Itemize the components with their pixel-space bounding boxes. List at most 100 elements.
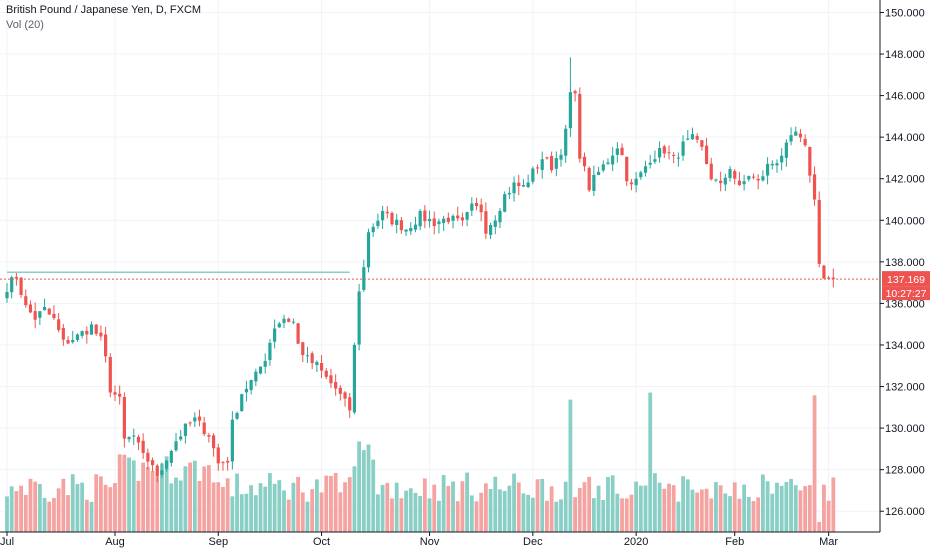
candle-body [437,221,441,225]
volume-bar [620,498,624,532]
candle-body [540,159,544,170]
volume-bar [136,480,141,532]
volume-bar [493,476,498,532]
x-tick-label: Jul [0,536,14,548]
volume-bar [676,501,681,532]
candle-body [61,327,65,340]
candle-body [751,176,756,178]
candle-body [587,167,591,191]
volume-bar [798,490,803,532]
candle-body [282,318,286,323]
candle-body [122,396,126,439]
volume-bar [291,482,296,532]
volume-bar [56,488,61,532]
volume-bar [390,498,394,532]
price-labels: 137.169 10:27:27 [882,271,930,301]
candle-body [334,381,338,389]
x-tick-label: Sep [208,536,228,548]
volume-bar [699,489,704,532]
volume-bar [329,475,333,532]
volume-bar [554,501,559,532]
volume-bar [338,492,343,532]
volume-bar [253,495,258,532]
candle-body [71,340,75,343]
volume-bar [314,479,319,532]
candle-body [19,277,23,295]
candle-body [770,163,774,166]
candle-body [235,412,239,419]
volume-bar [826,500,831,532]
candle-body [794,131,798,136]
candle-body [601,164,605,171]
volume-bar [14,491,19,532]
candle-body [366,232,371,268]
volume-bar [601,499,606,532]
candle-body [733,171,737,179]
candle-body [474,203,479,207]
candle-body [211,435,216,449]
candle-body [118,393,122,397]
volume-bar [596,485,601,532]
candle-body [634,178,638,186]
candle-body [606,162,610,164]
volume-bar [737,498,742,532]
candle-body [639,172,643,178]
volume-bar [122,454,127,532]
volume-bar [760,474,765,532]
candle-body [460,217,465,221]
volume-bar [418,496,423,532]
candle-body [268,342,272,361]
volume-bar [469,495,474,532]
candle-body [165,460,169,469]
candle-body [193,417,197,422]
volume-bar [305,501,310,532]
candle-body [202,422,206,435]
volume-bar [751,501,756,532]
candle-body [150,460,155,466]
volume-bar [178,480,183,532]
volume-bar [347,477,352,532]
volume-bar [99,476,103,532]
candle-body [643,166,648,173]
volume-bar [80,482,85,532]
candle-body [343,392,347,399]
last-price-label: 137.169 [887,274,925,286]
candle-body [803,138,807,146]
volume-bar [709,498,714,532]
candle-body [615,148,619,155]
candle-body [658,148,662,158]
volume-bar [141,462,146,532]
candle-body [47,308,51,315]
candle-body [531,168,535,182]
volume-bar [441,475,446,532]
candle-body [775,163,779,166]
candle-body [719,180,723,184]
candle-body [277,323,281,328]
candle-body [714,179,718,181]
y-tick-label: 134.000 [885,340,925,352]
candle-body [376,220,380,227]
candle-body [761,176,765,181]
candle-body [484,211,488,234]
volume-bar [446,485,451,532]
volume-bar [549,486,554,532]
volume-bar [789,478,793,532]
y-tick-label: 144.000 [885,132,925,144]
volume-bar [192,460,197,532]
candle-body [517,182,521,187]
candle-body [197,416,202,421]
volume-bar [690,489,695,532]
volume-bar [28,478,33,532]
volume-bar [573,497,577,532]
volume-bar [507,485,512,532]
candle-body [648,162,652,165]
candle-body [381,210,385,221]
volume-bar [230,496,235,532]
candle-body [5,291,9,299]
candle-body [348,397,352,411]
candle-body [301,342,305,356]
candle-body [676,157,680,159]
